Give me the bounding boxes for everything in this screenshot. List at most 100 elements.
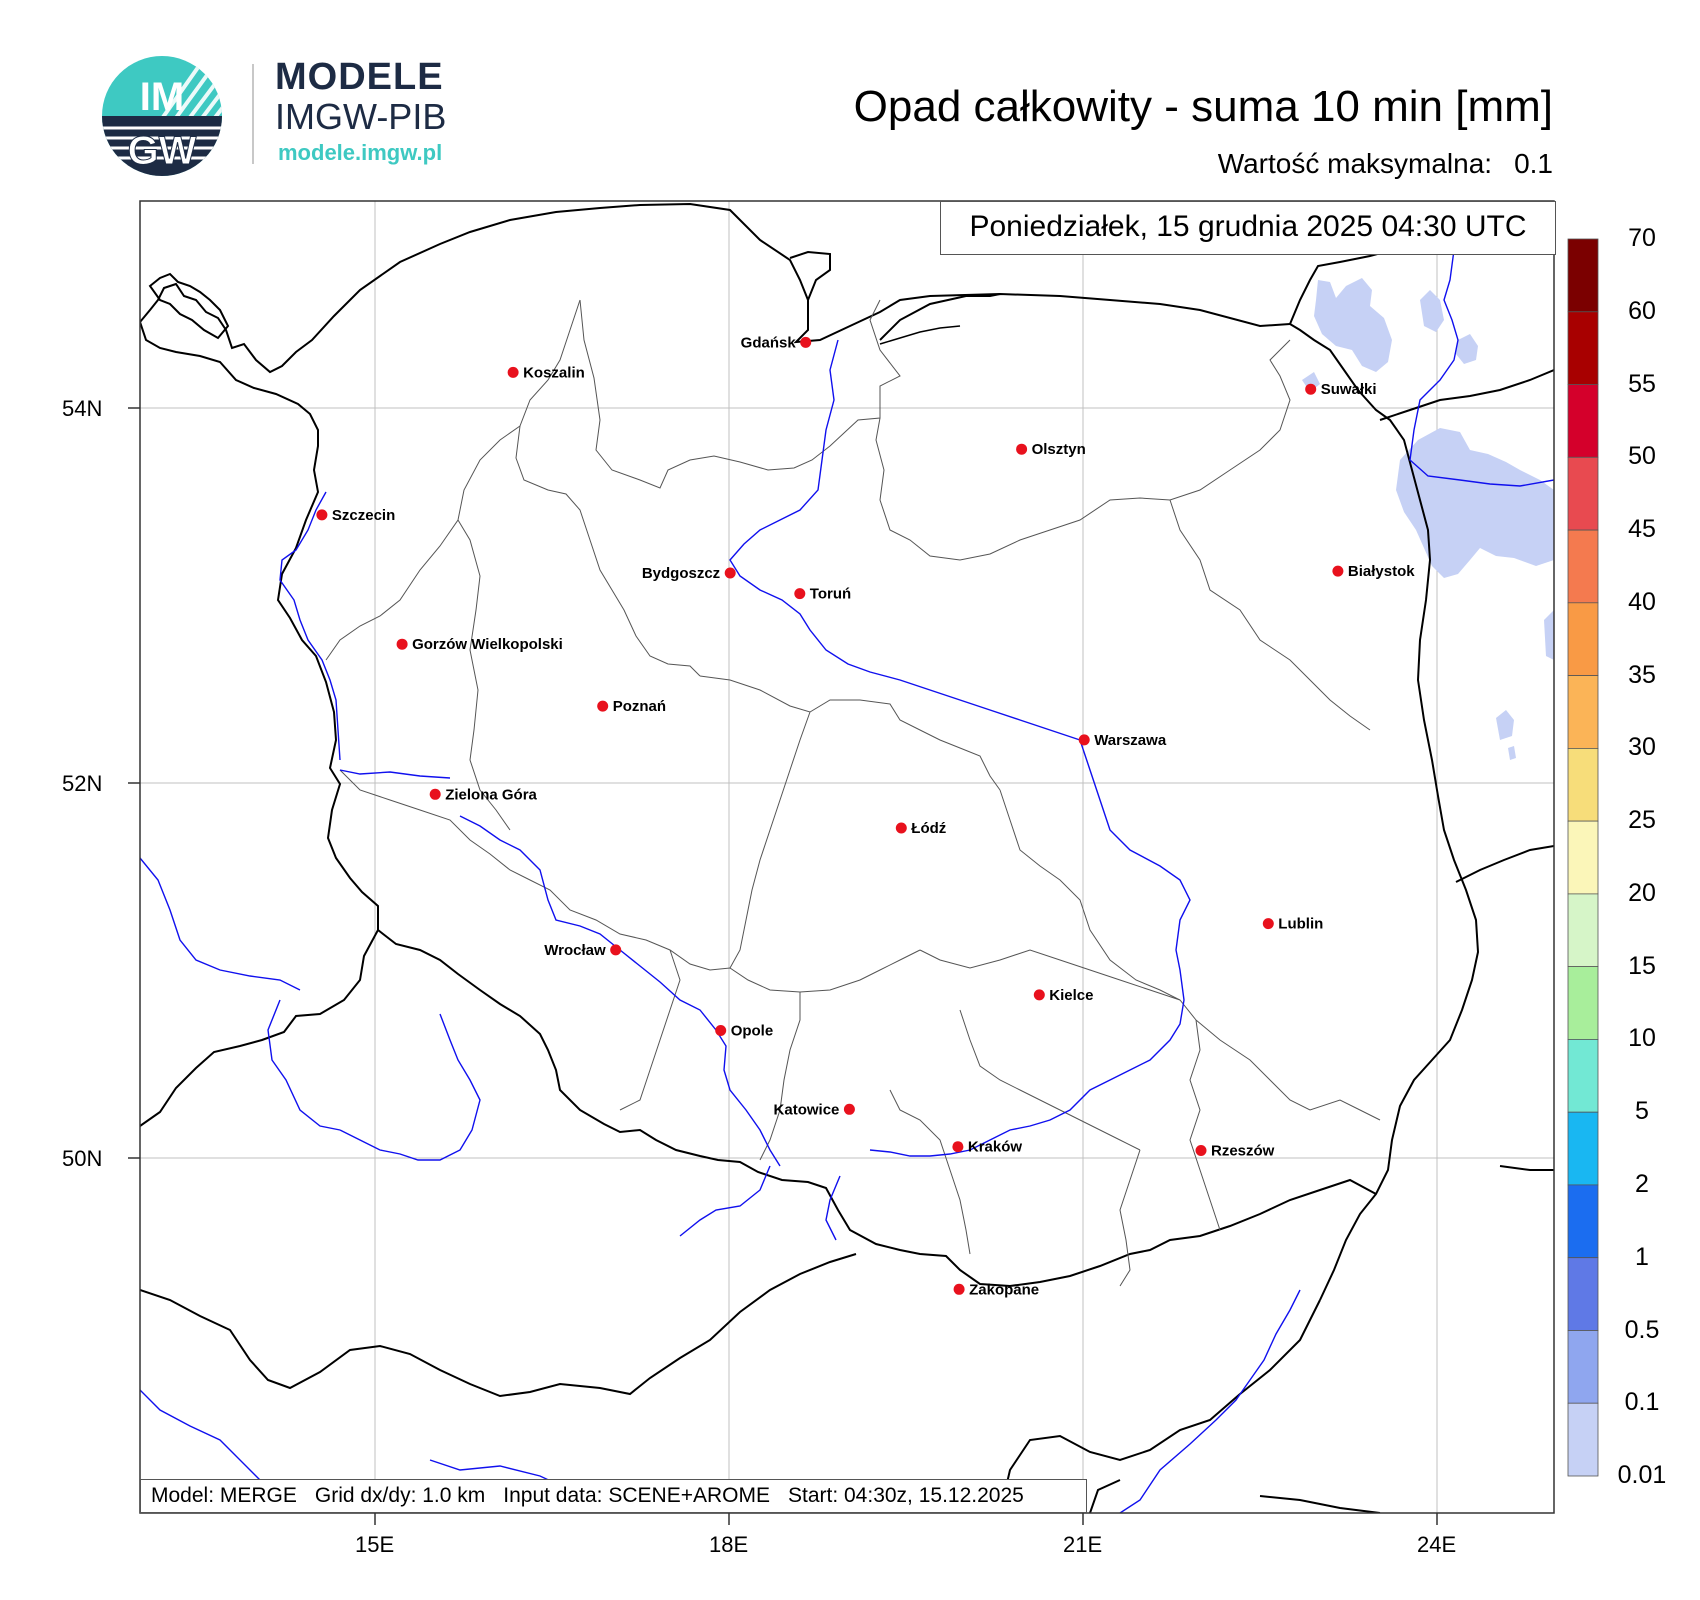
city-marker xyxy=(1078,734,1090,746)
colorbar-label: 25 xyxy=(1628,806,1656,835)
colorbar-segment xyxy=(1567,1330,1599,1404)
lubuskie-wielkopolskie-border xyxy=(457,519,511,831)
city-marker xyxy=(1033,989,1045,1001)
ukraine-belarus-border xyxy=(1455,845,1554,883)
precip-area-lithuania-small xyxy=(1420,290,1444,332)
danube-river-west xyxy=(140,1389,261,1481)
lat-label-50n: 50N xyxy=(62,1146,103,1171)
city-marker xyxy=(895,822,907,834)
city-label: Zakopane xyxy=(969,1281,1039,1298)
colorbar-label: 10 xyxy=(1628,1024,1656,1053)
precip-area-belarus-small1 xyxy=(1496,710,1514,740)
colorbar-label: 20 xyxy=(1628,878,1656,907)
baltic-coastline xyxy=(140,202,1291,374)
lodzkie-west-border xyxy=(729,711,811,969)
colorbar-label: 0.5 xyxy=(1624,1315,1660,1344)
podlaskie-border xyxy=(1169,499,1371,731)
central-border xyxy=(339,769,921,993)
city-markers: Gdańsk Koszalin Suwałki Olsztyn Szczecin Bydg… xyxy=(316,334,1415,1298)
kujawsko-mazowieckie-border xyxy=(699,675,1001,791)
lon-label-15e: 15E xyxy=(355,1532,395,1557)
city-marker xyxy=(953,1283,965,1295)
city-marker xyxy=(794,588,806,600)
colorbar-segment xyxy=(1567,1039,1599,1113)
ukraine-border-fragment xyxy=(1499,1165,1554,1171)
colorbar-segment xyxy=(1567,456,1599,531)
hungary-slovak-border xyxy=(999,1299,1321,1513)
hel-peninsula xyxy=(789,250,831,301)
city-marker xyxy=(715,1025,727,1036)
colorbar-label: 55 xyxy=(1628,369,1656,398)
colorbar-label: 0.1 xyxy=(1624,1388,1660,1417)
imgw-logo-emblem: IM GW xyxy=(102,56,222,176)
logo-divider xyxy=(252,64,254,164)
city-label: Łódź xyxy=(911,820,946,837)
colorbar-segment xyxy=(1567,1184,1599,1259)
oder-river-south xyxy=(459,815,781,1167)
city-marker xyxy=(1195,1145,1207,1156)
precipitation-areas xyxy=(1302,278,1554,760)
spree-river xyxy=(140,857,301,991)
city-label: Zielona Góra xyxy=(445,786,537,803)
neman-river xyxy=(1409,249,1554,487)
max-value-label: Wartość maksymalna: xyxy=(1217,148,1493,179)
city-marker xyxy=(610,944,622,956)
city-label: Gdańsk xyxy=(741,334,797,351)
colorbar-segment xyxy=(1567,529,1599,604)
city-marker xyxy=(800,336,812,348)
austria-czech-border xyxy=(140,1253,857,1398)
city-label: Toruń xyxy=(810,586,851,603)
logo-url-link[interactable]: modele.imgw.pl xyxy=(278,140,443,165)
colorbar-label: 40 xyxy=(1628,587,1656,616)
zachodniopomorskie-lubuskie-border xyxy=(325,425,521,661)
lubelskie-west-border xyxy=(1189,1019,1221,1231)
colorbar-segment xyxy=(1567,1257,1599,1331)
romania-border-fragment xyxy=(1259,1495,1381,1513)
colorbar-label: 15 xyxy=(1628,951,1656,980)
colorbar xyxy=(1567,238,1599,1477)
colorbar-segment xyxy=(1567,1402,1599,1477)
city-marker xyxy=(597,700,609,712)
max-value-line: Wartość maksymalna: 0.1 xyxy=(1218,148,1553,180)
city-marker xyxy=(952,1141,964,1153)
city-marker xyxy=(843,1103,855,1115)
map-frame xyxy=(139,200,1555,1514)
south-border-fragment xyxy=(1089,1479,1121,1513)
max-value-number: 0.1 xyxy=(1514,148,1553,179)
city-label: Bydgoszcz xyxy=(642,565,720,582)
city-label: Wrocław xyxy=(544,942,606,959)
colorbar-label: 60 xyxy=(1628,296,1656,325)
city-marker xyxy=(1332,565,1344,577)
colorbar-label: 5 xyxy=(1635,1097,1649,1126)
dolnoslaskie-opolskie-border xyxy=(619,949,681,1111)
colorbar-segment xyxy=(1567,820,1599,895)
colorbar-label: 0.01 xyxy=(1617,1461,1667,1489)
lodzkie-swietokrzyskie-border xyxy=(919,949,1181,1001)
colorbar-label: 45 xyxy=(1628,515,1656,544)
lat-label-54n: 54N xyxy=(62,396,103,421)
swietokrzyskie-malopolskie-border xyxy=(959,1009,1141,1151)
colorbar-label: 35 xyxy=(1628,660,1656,689)
lagoon-outline xyxy=(879,325,961,345)
precip-area-belarus-grodno xyxy=(1396,428,1554,578)
lon-label-18e: 18E xyxy=(709,1532,749,1557)
city-label: Koszalin xyxy=(523,364,585,381)
colorbar-segment xyxy=(1567,893,1599,968)
precip-area-belarus-edge xyxy=(1544,610,1554,660)
city-marker xyxy=(316,509,328,521)
opolskie-slaskie-border xyxy=(759,992,801,1161)
lon-label-21e: 21E xyxy=(1063,1532,1103,1557)
vistula-spit xyxy=(879,293,1001,341)
colorbar-label: 1 xyxy=(1635,1242,1649,1271)
colorbar-segment xyxy=(1567,602,1599,676)
city-label: Poznań xyxy=(613,698,666,715)
usedom-island xyxy=(148,272,230,340)
tisza-river xyxy=(1119,1289,1301,1513)
input-data: Input data: SCENE+AROME xyxy=(503,1484,770,1507)
lat-label-52n: 52N xyxy=(62,771,103,796)
warminsko-mazurskie-border xyxy=(875,339,1291,561)
olza-river xyxy=(825,1175,841,1241)
vistula-river xyxy=(729,339,1191,1157)
map-title: Opad całkowity - suma 10 min [mm] xyxy=(853,82,1553,131)
vltava-river xyxy=(267,999,341,1131)
